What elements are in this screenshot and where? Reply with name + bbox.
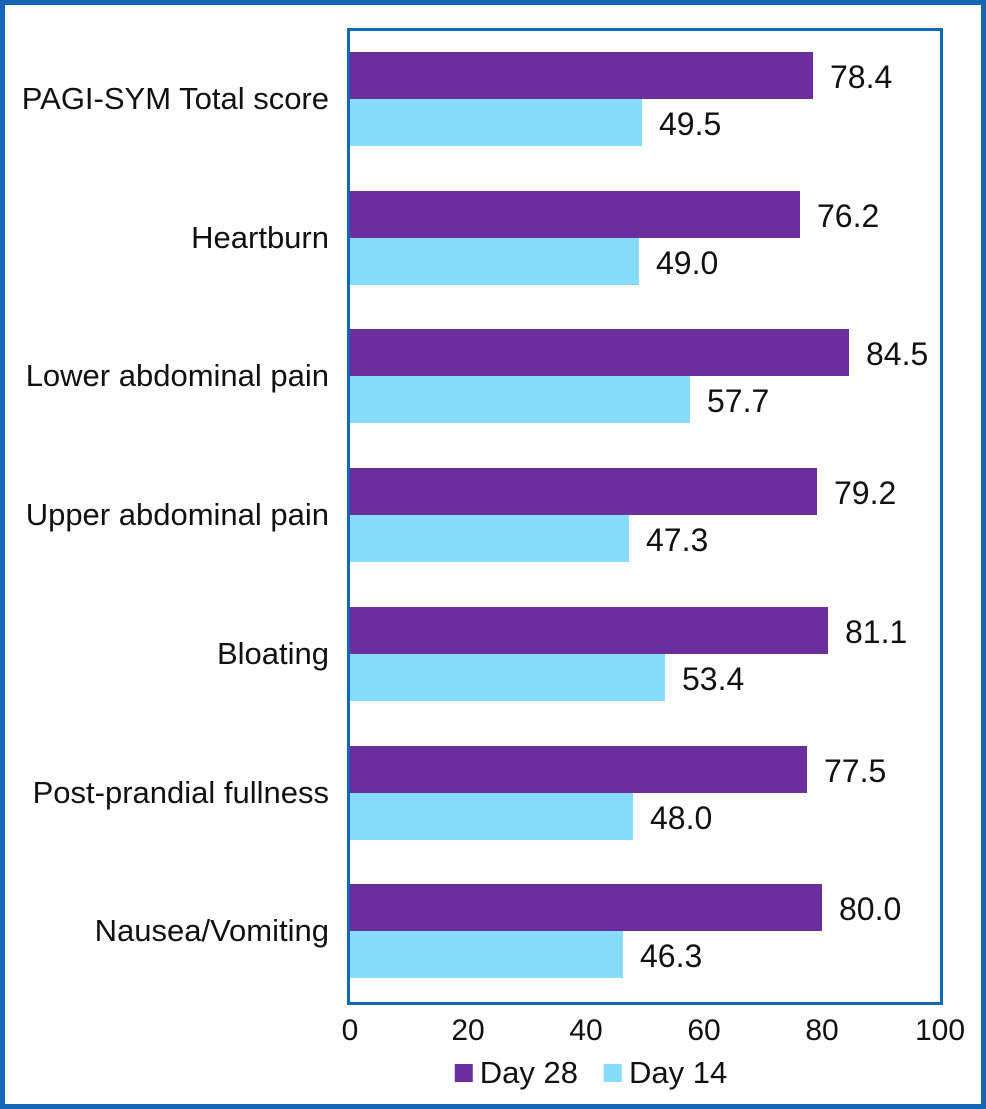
bar-day-14 [350,376,690,423]
bar-day-28 [350,329,849,376]
data-label: 49.5 [659,106,722,142]
x-tick-label: 60 [687,1014,721,1047]
data-label: 48.0 [650,800,713,836]
data-label: 80.0 [839,891,902,927]
x-tick-label: 40 [569,1014,603,1047]
legend-label: Day 14 [629,1055,728,1090]
legend-entry-day-28: Day 28 [454,1055,578,1090]
bar-day-28 [350,746,807,793]
category-label: Heartburn [191,220,329,255]
x-tick-label: 20 [451,1014,485,1047]
bar-day-28 [350,191,800,238]
bar-day-14 [350,515,629,562]
bar-day-14 [350,654,665,701]
bar-day-14 [350,931,623,978]
data-label: 76.2 [817,198,880,234]
legend-label: Day 28 [479,1055,578,1090]
category-label: Upper abdominal pain [25,497,329,532]
category-label: PAGI-SYM Total score [21,81,329,116]
x-tick-label: 80 [805,1014,839,1047]
data-label: 47.3 [646,522,709,558]
legend-swatch-icon [454,1063,473,1082]
category-label: Post-prandial fullness [32,775,329,810]
bar-day-14 [350,99,642,146]
data-label: 79.2 [834,475,897,511]
data-label: 78.4 [830,59,893,95]
bar-day-14 [350,238,639,285]
data-label: 49.0 [656,245,719,281]
legend: Day 28 Day 14 [454,1055,727,1090]
category-label: Nausea/Vomiting [94,913,329,948]
bar-day-14 [350,793,633,840]
bar-day-28 [350,607,828,654]
bar-day-28 [350,468,817,515]
bar-day-28 [350,884,822,931]
category-label: Lower abdominal pain [25,358,329,393]
bar-day-28 [350,52,813,99]
x-tick-label: 100 [914,1014,966,1047]
data-label: 77.5 [824,753,887,789]
data-label: 57.7 [707,383,770,419]
data-label: 46.3 [640,938,703,974]
legend-swatch-icon [604,1063,622,1082]
legend-entry-day-14: Day 14 [604,1057,727,1088]
category-label: Bloating [216,636,329,671]
data-label: 53.4 [682,661,745,697]
data-label: 81.1 [845,614,908,650]
data-label: 84.5 [866,336,929,372]
x-tick-label: 0 [341,1014,359,1047]
plot-area: 78.4 49.5 76.2 49.0 84.5 57.7 79.2 47.3 81.1 53.4… [347,28,943,1005]
